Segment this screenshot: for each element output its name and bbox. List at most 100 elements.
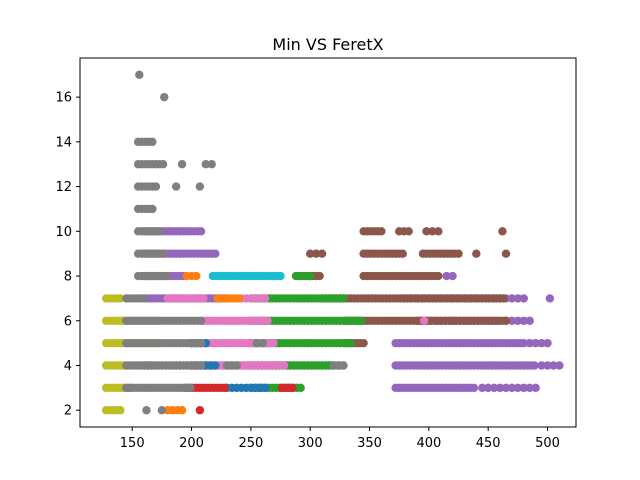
- data-point: [142, 406, 151, 415]
- x-tick-label: 300: [298, 436, 323, 451]
- data-point: [162, 271, 171, 281]
- data-point: [545, 294, 555, 303]
- data-point: [148, 137, 157, 147]
- data-point: [442, 271, 451, 281]
- data-point: [311, 249, 321, 258]
- data-point: [489, 383, 499, 393]
- data-point: [263, 316, 272, 325]
- data-point: [260, 294, 270, 303]
- x-tick-label: 450: [476, 436, 501, 451]
- data-point: [530, 361, 539, 370]
- data-point: [201, 160, 210, 169]
- data-point: [279, 361, 289, 370]
- data-point: [151, 182, 161, 191]
- data-point: [171, 182, 181, 191]
- data-point: [276, 271, 285, 281]
- scatter-points: [101, 70, 564, 415]
- data-point: [543, 338, 552, 348]
- data-point: [495, 383, 505, 393]
- data-point: [531, 383, 540, 393]
- data-point: [422, 227, 431, 236]
- data-point: [525, 338, 534, 348]
- data-point: [537, 338, 546, 348]
- data-point: [543, 361, 552, 370]
- data-point: [499, 294, 508, 303]
- data-point: [478, 383, 487, 393]
- data-point: [207, 160, 216, 169]
- data-point: [196, 361, 206, 370]
- data-point: [519, 316, 528, 325]
- data-point: [317, 249, 327, 258]
- data-point: [177, 406, 187, 415]
- data-point: [501, 249, 511, 258]
- data-point: [220, 383, 229, 393]
- plot-frame: [79, 57, 577, 428]
- y-tick-label: 12: [55, 180, 72, 195]
- data-point: [315, 271, 324, 281]
- data-point: [513, 316, 523, 325]
- data-point: [501, 383, 511, 393]
- y-tick-label: 10: [55, 225, 72, 240]
- data-point: [549, 361, 558, 370]
- data-point: [472, 249, 481, 258]
- data-point: [269, 338, 278, 348]
- data-point: [196, 316, 206, 325]
- data-point: [196, 338, 206, 348]
- data-point: [211, 249, 220, 258]
- chart-title: Min VS FeretX: [272, 35, 383, 54]
- data-point: [525, 316, 534, 325]
- data-point: [116, 294, 125, 303]
- data-point: [434, 227, 443, 236]
- data-point: [195, 406, 205, 415]
- data-point: [252, 338, 261, 348]
- data-point: [483, 383, 493, 393]
- y-tick-label: 16: [55, 91, 72, 106]
- x-tick-label: 150: [120, 436, 145, 451]
- data-point: [339, 294, 348, 303]
- data-point: [155, 227, 164, 236]
- data-point: [157, 406, 167, 415]
- data-point: [160, 92, 169, 102]
- y-tick-label: 4: [64, 359, 72, 374]
- data-point: [507, 383, 517, 393]
- data-point: [469, 383, 479, 393]
- data-point: [139, 294, 149, 303]
- data-point: [158, 249, 168, 258]
- x-axis: 150 200 250 300 350 400 450 500: [120, 427, 560, 451]
- data-point: [404, 227, 413, 236]
- data-point: [260, 383, 270, 393]
- y-axis: 2 4 6 8 10 12 14 16: [55, 91, 80, 419]
- data-point: [195, 182, 205, 191]
- data-point: [258, 338, 267, 348]
- data-point: [507, 294, 517, 303]
- data-point: [428, 227, 437, 236]
- data-point: [434, 271, 443, 281]
- y-tick-label: 14: [55, 135, 72, 150]
- data-point: [398, 249, 407, 258]
- data-point: [448, 271, 457, 281]
- data-point: [306, 271, 315, 281]
- data-point: [555, 361, 564, 370]
- data-point: [359, 338, 368, 348]
- data-point: [192, 271, 201, 281]
- data-point: [498, 227, 507, 236]
- data-point: [148, 204, 157, 214]
- data-point: [513, 294, 523, 303]
- data-point: [519, 294, 528, 303]
- data-point: [346, 338, 355, 348]
- data-point: [199, 294, 208, 303]
- x-tick-label: 400: [416, 436, 441, 451]
- y-tick-label: 2: [64, 404, 72, 419]
- data-point: [116, 406, 125, 415]
- data-point: [135, 70, 144, 79]
- x-tick-label: 350: [357, 436, 382, 451]
- x-tick-label: 250: [238, 436, 263, 451]
- data-point: [296, 383, 305, 393]
- x-tick-label: 200: [179, 436, 204, 451]
- data-point: [234, 294, 244, 303]
- data-point: [525, 383, 534, 393]
- y-tick-label: 6: [64, 314, 72, 329]
- x-tick-label: 500: [535, 436, 560, 451]
- data-point: [196, 227, 206, 236]
